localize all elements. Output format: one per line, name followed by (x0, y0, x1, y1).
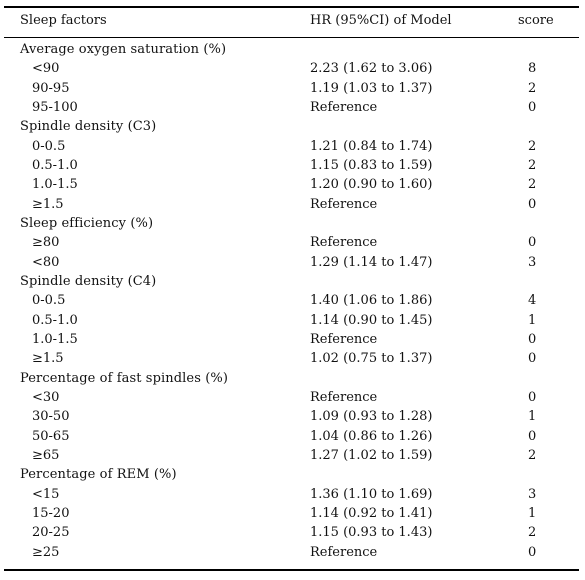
row-category-label: ≥1.5 (32, 351, 64, 366)
row-score-value: 3 (528, 255, 537, 270)
table-bottom-rule (4, 569, 579, 571)
row-hr-value: 1.29 (1.14 to 1.47) (310, 255, 433, 270)
row-hr-value: Reference (310, 100, 378, 115)
row-hr-value: 1.40 (1.06 to 1.86) (310, 293, 433, 308)
row-category-label: <90 (32, 61, 60, 76)
header-sleep-factors: Sleep factors (20, 13, 107, 28)
row-category-label: ≥1.5 (32, 197, 64, 212)
row-category-label: <30 (32, 390, 60, 405)
row-score-value: 3 (528, 487, 537, 502)
row-hr-value: 1.04 (0.86 to 1.26) (310, 429, 433, 444)
row-score-value: 2 (528, 81, 537, 96)
row-category-label: 95-100 (32, 100, 78, 115)
row-hr-value: 1.15 (0.93 to 1.43) (310, 525, 433, 540)
row-score-value: 8 (528, 61, 537, 76)
row-score-value: 0 (528, 545, 537, 560)
row-hr-value: 1.21 (0.84 to 1.74) (310, 139, 433, 154)
row-category-label: <80 (32, 255, 60, 270)
row-hr-value: 1.27 (1.02 to 1.59) (310, 448, 433, 463)
header-score: score (518, 13, 554, 28)
row-score-value: 2 (528, 158, 537, 173)
row-score-value: 2 (528, 525, 537, 540)
row-category-label: 30-50 (32, 409, 70, 424)
row-score-value: 0 (528, 197, 537, 212)
group-label: Sleep efficiency (%) (20, 216, 154, 231)
table-top-rule (4, 6, 579, 8)
row-score-value: 0 (528, 351, 537, 366)
row-hr-value: 1.02 (0.75 to 1.37) (310, 351, 433, 366)
row-hr-value: 1.14 (0.92 to 1.41) (310, 506, 433, 521)
row-hr-value: Reference (310, 235, 378, 250)
row-score-value: 1 (528, 313, 537, 328)
row-category-label: 90-95 (32, 81, 70, 96)
row-hr-value: Reference (310, 197, 378, 212)
row-score-value: 0 (528, 390, 537, 405)
row-category-label: ≥80 (32, 235, 60, 250)
row-hr-value: 1.19 (1.03 to 1.37) (310, 81, 433, 96)
row-hr-value: 2.23 (1.62 to 3.06) (310, 61, 433, 76)
row-score-value: 4 (528, 293, 537, 308)
row-category-label: 0-0.5 (32, 139, 66, 154)
group-label: Percentage of fast spindles (%) (20, 371, 228, 386)
row-score-value: 1 (528, 506, 537, 521)
row-hr-value: 1.14 (0.90 to 1.45) (310, 313, 433, 328)
row-category-label: ≥25 (32, 545, 60, 560)
group-label: Spindle density (C3) (20, 119, 157, 134)
row-category-label: 1.0-1.5 (32, 332, 78, 347)
group-label: Spindle density (C4) (20, 274, 157, 289)
row-category-label: 0.5-1.0 (32, 158, 78, 173)
row-category-label: 0.5-1.0 (32, 313, 78, 328)
row-hr-value: 1.15 (0.83 to 1.59) (310, 158, 433, 173)
row-hr-value: 1.20 (0.90 to 1.60) (310, 177, 433, 192)
row-category-label: 0-0.5 (32, 293, 66, 308)
group-label: Percentage of REM (%) (20, 467, 177, 482)
row-score-value: 0 (528, 429, 537, 444)
row-hr-value: 1.09 (0.93 to 1.28) (310, 409, 433, 424)
row-category-label: 1.0-1.5 (32, 177, 78, 192)
row-hr-value: Reference (310, 390, 378, 405)
row-score-value: 2 (528, 177, 537, 192)
row-hr-value: 1.36 (1.10 to 1.69) (310, 487, 433, 502)
row-score-value: 2 (528, 139, 537, 154)
row-category-label: 50-65 (32, 429, 70, 444)
header-hr-ci: HR (95%CI) of Model (310, 13, 452, 28)
row-category-label: 15-20 (32, 506, 70, 521)
row-score-value: 0 (528, 332, 537, 347)
row-score-value: 0 (528, 235, 537, 250)
group-label: Average oxygen saturation (%) (20, 42, 227, 57)
row-category-label: 20-25 (32, 525, 70, 540)
row-category-label: ≥65 (32, 448, 60, 463)
row-score-value: 1 (528, 409, 537, 424)
row-hr-value: Reference (310, 545, 378, 560)
row-score-value: 0 (528, 100, 537, 115)
row-hr-value: Reference (310, 332, 378, 347)
row-category-label: <15 (32, 487, 60, 502)
row-score-value: 2 (528, 448, 537, 463)
table-header-rule (4, 37, 579, 38)
